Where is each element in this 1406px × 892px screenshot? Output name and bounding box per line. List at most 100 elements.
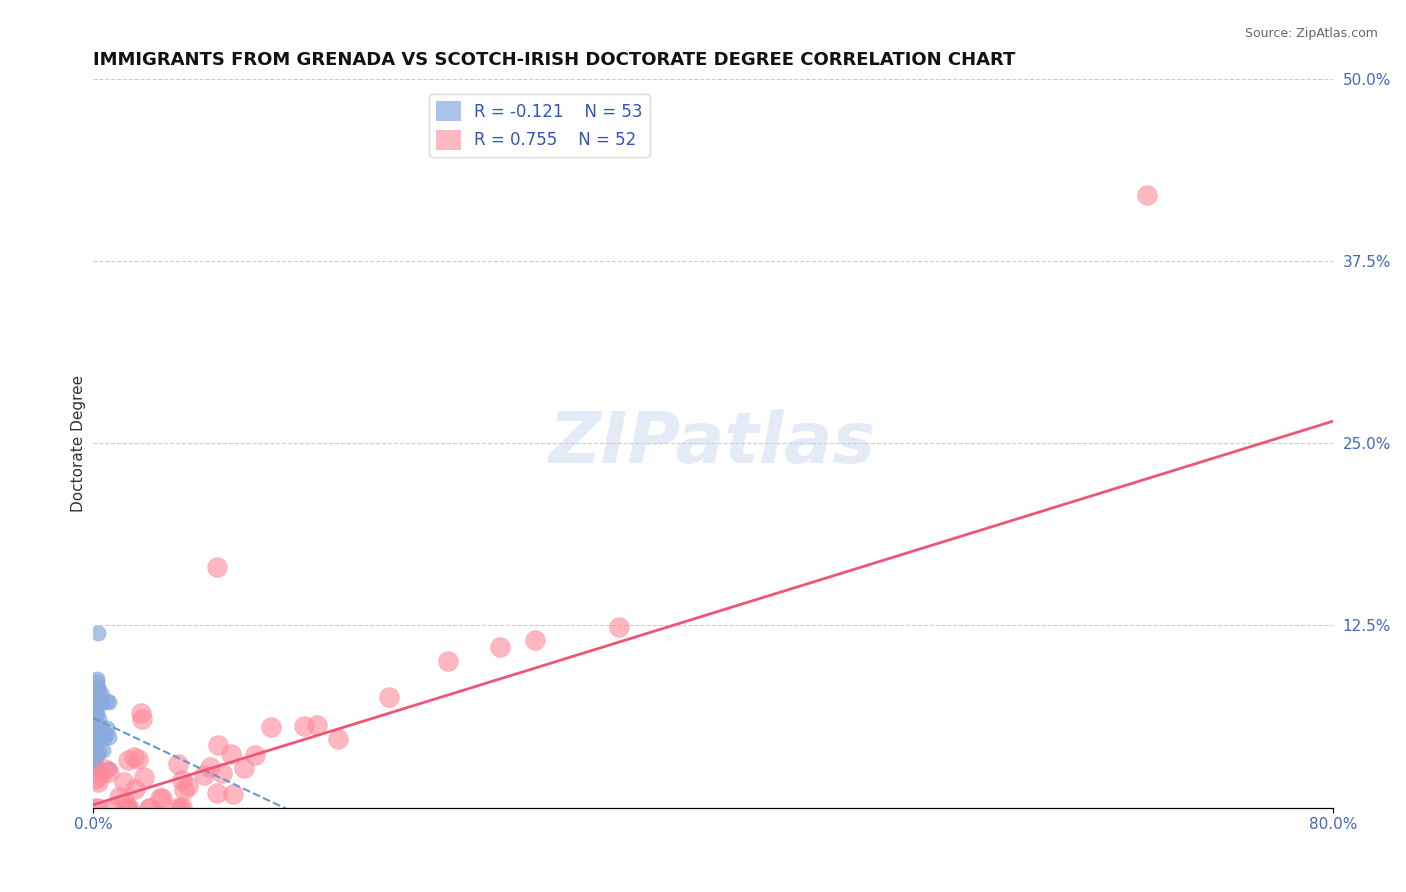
- Point: [83, 708, 105, 723]
- Point: [91, 743, 114, 757]
- Point: [87, 731, 110, 746]
- Point: [205, 560, 228, 574]
- Point: [166, 800, 188, 814]
- Point: [232, 761, 254, 775]
- Point: [222, 787, 245, 801]
- Point: [86, 681, 108, 695]
- Point: [82, 725, 104, 739]
- Point: [169, 800, 191, 814]
- Point: [138, 800, 160, 814]
- Point: [207, 738, 229, 752]
- Point: [124, 781, 146, 796]
- Point: [82, 703, 104, 717]
- Point: [89, 697, 111, 711]
- Point: [86, 693, 108, 707]
- Point: [94, 762, 117, 776]
- Point: [170, 800, 193, 814]
- Point: [86, 706, 108, 720]
- Point: [86, 761, 108, 775]
- Point: [86, 672, 108, 686]
- Point: [84, 706, 107, 720]
- Text: Source: ZipAtlas.com: Source: ZipAtlas.com: [1244, 27, 1378, 40]
- Point: [114, 795, 136, 809]
- Point: [83, 726, 105, 740]
- Point: [205, 786, 228, 800]
- Point: [84, 720, 107, 734]
- Point: [198, 760, 221, 774]
- Point: [87, 774, 110, 789]
- Point: [84, 758, 107, 772]
- Point: [89, 768, 111, 782]
- Point: [84, 772, 107, 786]
- Point: [115, 800, 138, 814]
- Point: [83, 713, 105, 727]
- Point: [86, 625, 108, 640]
- Point: [98, 730, 121, 744]
- Point: [117, 753, 139, 767]
- Point: [524, 632, 547, 647]
- Point: [129, 706, 152, 721]
- Point: [83, 691, 105, 706]
- Point: [489, 640, 512, 655]
- Point: [83, 731, 105, 746]
- Point: [84, 745, 107, 759]
- Point: [87, 800, 110, 814]
- Point: [305, 717, 328, 731]
- Point: [127, 752, 149, 766]
- Point: [149, 791, 172, 805]
- Point: [87, 712, 110, 726]
- Point: [82, 696, 104, 710]
- Point: [89, 719, 111, 733]
- Text: ZIPatlas: ZIPatlas: [550, 409, 877, 477]
- Point: [82, 753, 104, 767]
- Point: [172, 772, 194, 787]
- Text: IMMIGRANTS FROM GRENADA VS SCOTCH-IRISH DOCTORATE DEGREE CORRELATION CHART: IMMIGRANTS FROM GRENADA VS SCOTCH-IRISH …: [93, 51, 1015, 69]
- Point: [83, 690, 105, 704]
- Point: [96, 694, 118, 708]
- Point: [87, 681, 110, 696]
- Point: [96, 722, 118, 736]
- Point: [96, 727, 118, 741]
- Point: [211, 765, 233, 780]
- Point: [115, 800, 138, 814]
- Point: [84, 707, 107, 722]
- Point: [122, 749, 145, 764]
- Point: [97, 762, 120, 776]
- Point: [83, 729, 105, 743]
- Point: [86, 691, 108, 706]
- Point: [112, 775, 135, 789]
- Point: [98, 765, 121, 780]
- Point: [173, 782, 195, 797]
- Point: [83, 737, 105, 751]
- Point: [83, 699, 105, 714]
- Point: [83, 685, 105, 699]
- Point: [89, 746, 111, 760]
- Point: [1136, 188, 1159, 202]
- Point: [292, 719, 315, 733]
- Point: [139, 800, 162, 814]
- Point: [84, 706, 107, 721]
- Point: [437, 654, 460, 668]
- Point: [83, 691, 105, 706]
- Point: [83, 800, 105, 814]
- Point: [90, 686, 112, 700]
- Point: [101, 800, 124, 814]
- Point: [83, 758, 105, 772]
- Point: [107, 790, 129, 805]
- Point: [134, 770, 156, 784]
- Y-axis label: Doctorate Degree: Doctorate Degree: [72, 375, 86, 512]
- Point: [90, 691, 112, 706]
- Point: [221, 747, 243, 761]
- Point: [83, 688, 105, 702]
- Point: [118, 800, 141, 814]
- Point: [326, 731, 349, 746]
- Point: [243, 747, 266, 762]
- Point: [93, 731, 115, 745]
- Point: [86, 682, 108, 697]
- Point: [260, 720, 283, 734]
- Point: [131, 712, 153, 726]
- Point: [167, 756, 190, 771]
- Point: [86, 674, 108, 689]
- Point: [83, 739, 105, 754]
- Point: [82, 719, 104, 733]
